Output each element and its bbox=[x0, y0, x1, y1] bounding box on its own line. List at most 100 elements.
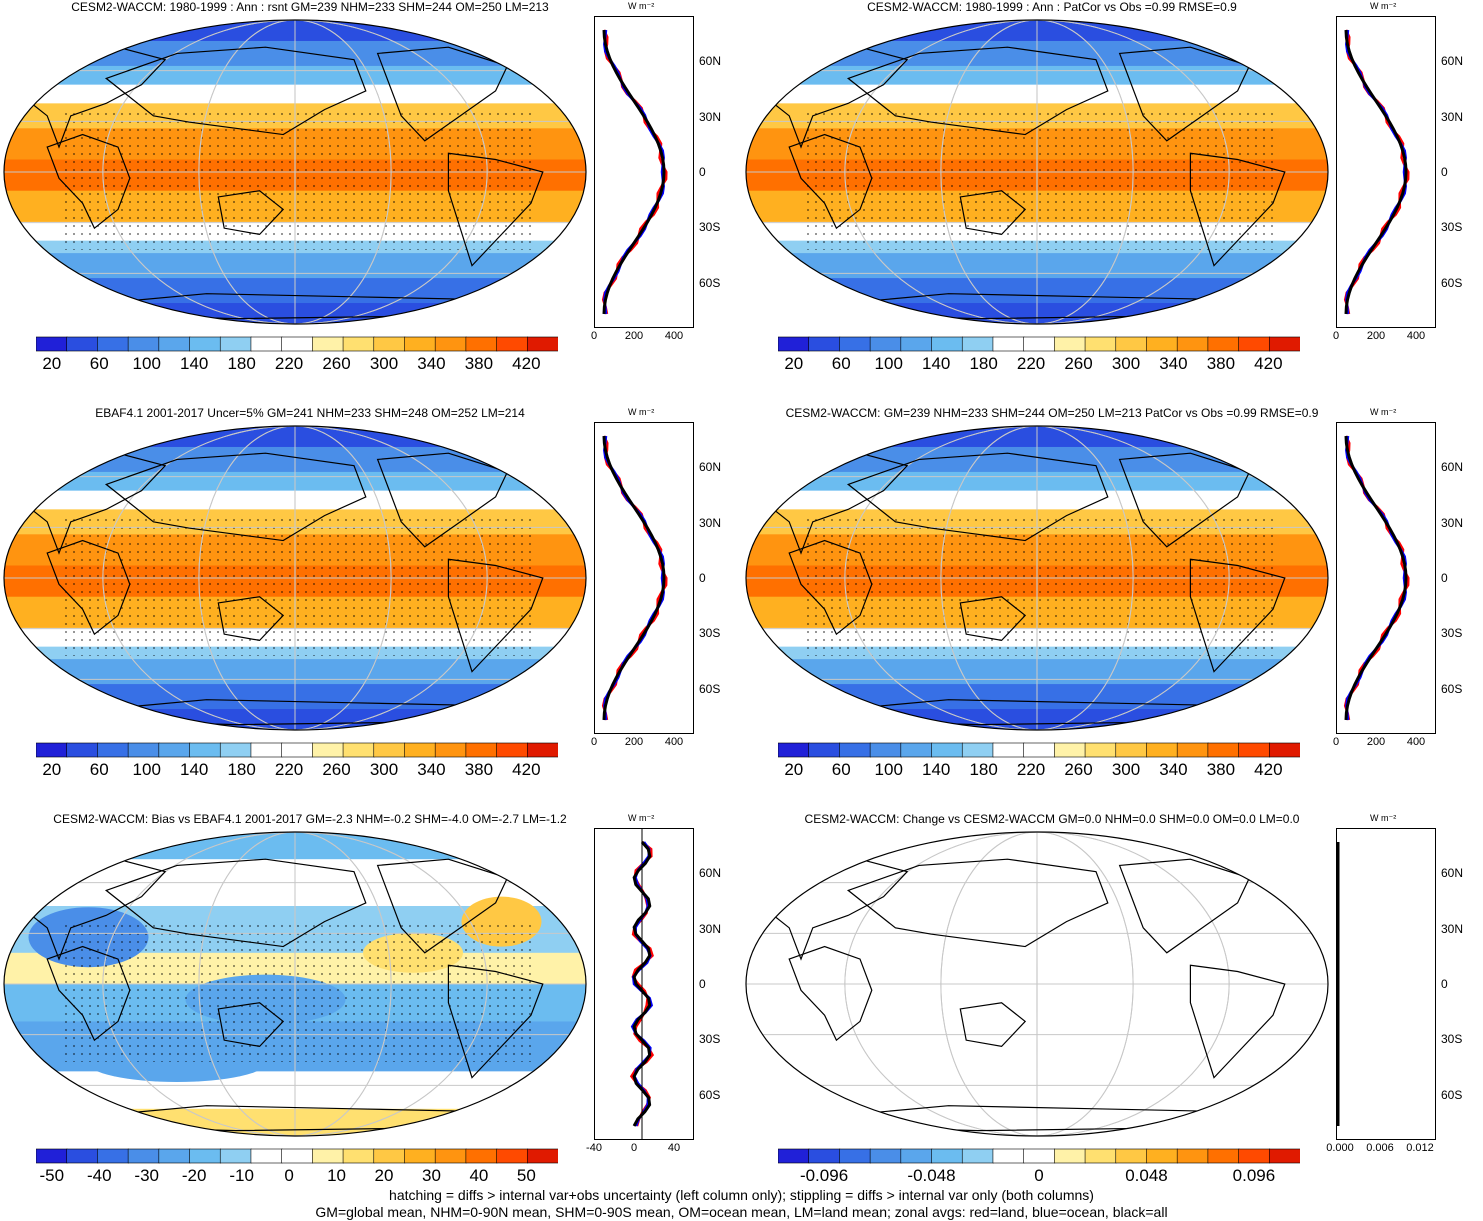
latitude-tick-label: 0 bbox=[699, 571, 706, 585]
global-map bbox=[745, 19, 1329, 325]
colorbar-segment bbox=[281, 742, 314, 758]
colorbar-segment bbox=[839, 742, 871, 758]
zonal-line-all bbox=[602, 435, 666, 721]
colorbar-tick-label: 40 bbox=[469, 1166, 489, 1185]
colorbar-tick-label: 0.048 bbox=[1125, 1166, 1168, 1185]
colorbar-segment bbox=[526, 742, 558, 758]
colorbar-tick-label: 20 bbox=[784, 760, 804, 779]
colorbar-segment bbox=[1146, 336, 1178, 352]
colorbar bbox=[778, 1148, 1300, 1164]
latitude-tick-label: 30N bbox=[1441, 922, 1464, 937]
zonal-x-tick-label: 40 bbox=[667, 1142, 681, 1154]
colorbar bbox=[36, 742, 558, 758]
colorbar-labels: 20 60 100 140 180 220 260 300 340 380 420 bbox=[778, 354, 1300, 376]
latitude-tick-label: 30N bbox=[699, 516, 722, 531]
colorbar-tick-label: 420 bbox=[1254, 760, 1283, 779]
colorbar-segment bbox=[373, 1148, 406, 1164]
colorbar-segment bbox=[1207, 742, 1240, 758]
colorbar-tick-label: 100 bbox=[874, 354, 903, 373]
zonal-line-ocean bbox=[603, 435, 665, 721]
zonal-x-tick-label: 400 bbox=[1406, 330, 1426, 342]
colorbar-segment bbox=[1176, 742, 1209, 758]
colorbar-segment bbox=[1023, 742, 1056, 758]
zonal-line-all bbox=[602, 29, 666, 315]
panel-title: CESM2-WACCM: 1980-1999 : Ann : PatCor vs… bbox=[867, 0, 1237, 14]
zonal-unit-label: W m⁻² bbox=[628, 813, 655, 823]
colorbar-tick-label: 180 bbox=[227, 760, 256, 779]
zonal-x-axis: 0 200 400 bbox=[590, 736, 704, 752]
colorbar-tick-label: 300 bbox=[369, 354, 399, 373]
zonal-line-land bbox=[1343, 435, 1410, 721]
colorbar-tick-label: 10 bbox=[327, 1166, 346, 1185]
colorbar-tick-label: -50 bbox=[39, 1166, 65, 1185]
colorbar-segment bbox=[342, 336, 375, 352]
zonal-line-ocean bbox=[1345, 435, 1407, 721]
latitude-tick-label: 60N bbox=[1441, 866, 1464, 881]
colorbar-segment bbox=[900, 742, 933, 758]
zonal-line-ocean bbox=[1345, 29, 1407, 315]
colorbar-tick-label: 140 bbox=[921, 760, 951, 779]
colorbar-tick-label: 420 bbox=[512, 354, 541, 373]
zonal-x-axis: 0 200 400 bbox=[1333, 330, 1446, 346]
colorbar-tick-label: 0 bbox=[1034, 1166, 1044, 1185]
latitude-tick-label: 60S bbox=[1441, 681, 1463, 696]
zonal-unit-label: W m⁻² bbox=[1370, 813, 1397, 823]
colorbar-segment bbox=[404, 336, 436, 352]
colorbar-segment bbox=[66, 336, 99, 352]
colorbar-segment bbox=[373, 336, 406, 352]
zonal-mean-plot bbox=[594, 828, 694, 1140]
colorbar-tick-label: 60 bbox=[89, 760, 109, 779]
colorbar-segment bbox=[219, 1148, 252, 1164]
colorbar-tick-label: 260 bbox=[1064, 760, 1093, 779]
colorbar-tick-label: 180 bbox=[969, 354, 998, 373]
zonal-line-land bbox=[601, 29, 668, 315]
colorbar-segment bbox=[127, 742, 160, 758]
colorbar-segment bbox=[158, 1148, 191, 1164]
colorbar-tick-label: -0.048 bbox=[907, 1166, 956, 1185]
zonal-x-tick-label: 0 bbox=[1332, 736, 1340, 748]
colorbar-segment bbox=[992, 742, 1025, 758]
colorbar-segment bbox=[1207, 1148, 1240, 1164]
colorbar-labels: 20 60 100 140 180 220 260 300 340 380 420 bbox=[36, 760, 558, 782]
colorbar-segment bbox=[1176, 336, 1209, 352]
latitude-tick-label: 30N bbox=[699, 922, 722, 937]
colorbar-labels: 20 60 100 140 180 220 260 300 340 380 420 bbox=[36, 354, 558, 376]
zonal-line-all bbox=[1344, 29, 1408, 315]
latitude-tick-label: 60N bbox=[1441, 54, 1464, 69]
latitude-tick-label: 60N bbox=[699, 460, 722, 475]
colorbar-segment bbox=[931, 742, 964, 758]
zonal-x-axis: 0 200 400 bbox=[1332, 736, 1446, 752]
colorbar-tick-label: 260 bbox=[1064, 354, 1093, 373]
colorbar-segment bbox=[1054, 742, 1086, 758]
colorbar-segment bbox=[189, 1148, 222, 1164]
colorbar-segment bbox=[961, 742, 994, 758]
colorbar-segment bbox=[1115, 1148, 1148, 1164]
colorbar-segment bbox=[36, 336, 68, 352]
panel-title: CESM2-WACCM: GM=239 NHM=233 SHM=244 OM=2… bbox=[785, 406, 1319, 420]
zonal-unit-label: W m⁻² bbox=[1370, 407, 1397, 417]
colorbar-tick-label: -10 bbox=[229, 1166, 254, 1185]
colorbar-segment bbox=[1268, 1148, 1300, 1164]
colorbar-tick-label: 380 bbox=[1206, 354, 1236, 373]
footer-note-hatching: hatching = diffs > internal var+obs unce… bbox=[389, 1187, 1094, 1203]
colorbar-segment bbox=[1054, 1148, 1086, 1164]
colorbar-tick-label: -40 bbox=[86, 1166, 112, 1185]
colorbar-segment bbox=[1268, 742, 1300, 758]
colorbar-tick-label: 50 bbox=[516, 1166, 536, 1185]
latitude-tick-label: 0 bbox=[699, 977, 706, 991]
colorbar-segment bbox=[1146, 1148, 1178, 1164]
colorbar-segment bbox=[465, 742, 498, 758]
colorbar-tick-label: 30 bbox=[421, 1166, 441, 1185]
zonal-x-tick-label: 0.000 bbox=[1326, 1142, 1354, 1154]
colorbar-tick-label: 340 bbox=[417, 760, 446, 779]
colorbar-tick-label: 180 bbox=[969, 760, 998, 779]
colorbar-tick-label: 60 bbox=[831, 354, 851, 373]
zonal-x-tick-label: 200 bbox=[624, 330, 644, 342]
colorbar-tick-label: 340 bbox=[1159, 354, 1188, 373]
colorbar-segment bbox=[526, 336, 558, 352]
zonal-x-tick-label: 0 bbox=[590, 736, 598, 748]
colorbar-tick-label: 0 bbox=[284, 1166, 294, 1185]
zonal-unit-label: W m⁻² bbox=[628, 1, 655, 11]
colorbar-segment bbox=[1238, 1148, 1271, 1164]
latitude-tick-label: 0 bbox=[699, 165, 706, 179]
